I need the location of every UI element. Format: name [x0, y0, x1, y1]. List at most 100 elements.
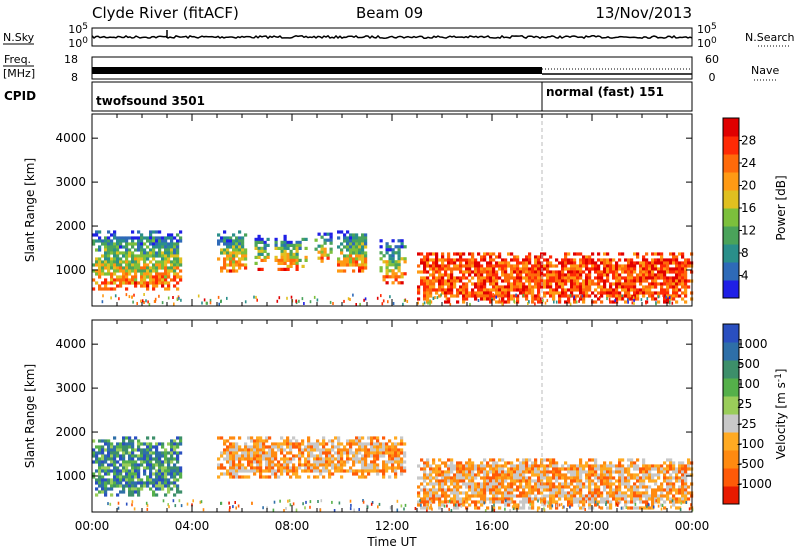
scatter-speck	[317, 500, 319, 503]
echo-cell	[630, 273, 634, 277]
echo-cell	[361, 457, 365, 461]
echo-cell	[576, 479, 580, 483]
scatter-speck	[276, 299, 279, 303]
echo-cell	[152, 466, 156, 470]
echo-cell	[161, 442, 165, 446]
echo-cell	[426, 476, 430, 480]
echo-cell	[597, 282, 601, 286]
echo-cell	[456, 288, 460, 292]
echo-cell	[352, 242, 356, 246]
echo-cell	[456, 294, 460, 298]
echo-cell	[307, 460, 311, 464]
echo-cell	[672, 276, 676, 280]
echo-cell	[432, 252, 436, 256]
echo-cell	[585, 276, 589, 280]
echo-cell	[678, 497, 682, 501]
scatter-speck	[228, 501, 230, 505]
echo-cell	[633, 288, 637, 292]
echo-cell	[313, 454, 317, 458]
echo-cell	[462, 297, 466, 301]
beam-label: Beam 09	[356, 4, 423, 22]
echo-cell	[367, 448, 371, 452]
echo-cell	[128, 439, 132, 443]
echo-cell	[483, 458, 487, 462]
echo-cell	[555, 479, 559, 483]
echo-cell	[534, 482, 538, 486]
echo-cell	[429, 279, 433, 283]
echo-cell	[624, 300, 628, 304]
echo-cell	[385, 260, 389, 264]
echo-cell	[122, 460, 126, 464]
echo-cell	[122, 260, 126, 264]
echo-cell	[310, 463, 314, 467]
scatter-speck	[353, 508, 355, 512]
echo-cell	[585, 279, 589, 283]
echo-cell	[588, 464, 592, 468]
echo-cell	[654, 494, 658, 498]
scatter-speck	[295, 299, 297, 303]
echo-cell	[543, 485, 547, 489]
echo-cell	[289, 445, 293, 449]
scatter-speck	[448, 499, 451, 503]
echo-cell	[164, 481, 168, 485]
echo-cell	[453, 491, 457, 495]
echo-cell	[621, 270, 625, 274]
echo-cell	[320, 247, 324, 251]
nsearch-label: N.Search	[745, 31, 795, 44]
echo-cell	[131, 439, 135, 443]
echo-cell	[558, 467, 562, 471]
echo-cell	[223, 257, 227, 261]
echo-cell	[588, 506, 592, 510]
echo-cell	[687, 461, 691, 465]
echo-cell	[441, 494, 445, 498]
echo-cell	[152, 463, 156, 467]
echo-cell	[564, 267, 568, 271]
echo-cell	[394, 260, 398, 264]
echo-cell	[164, 472, 168, 476]
echo-cell	[122, 281, 126, 285]
colorbar-tick-label: -25	[737, 417, 757, 431]
echo-cell	[582, 270, 586, 274]
echo-cell	[471, 500, 475, 504]
echo-cell	[426, 494, 430, 498]
echo-cell	[158, 457, 162, 461]
echo-cell	[223, 236, 227, 240]
echo-cell	[471, 461, 475, 465]
echo-cell	[92, 239, 96, 243]
echo-cell	[450, 479, 454, 483]
power-echo-region	[417, 252, 694, 304]
echo-cell	[588, 294, 592, 298]
echo-cell	[113, 463, 117, 467]
echo-cell	[483, 279, 487, 283]
echo-cell	[367, 463, 371, 467]
echo-cell	[155, 487, 159, 491]
echo-cell	[110, 257, 114, 261]
echo-cell	[262, 469, 266, 473]
echo-cell	[280, 472, 284, 476]
echo-cell	[137, 493, 141, 497]
echo-cell	[346, 239, 350, 243]
echo-cell	[549, 255, 553, 259]
echo-cell	[364, 445, 368, 449]
echo-cell	[358, 251, 362, 255]
echo-cell	[618, 297, 622, 301]
echo-cell	[639, 270, 643, 274]
echo-cell	[280, 261, 284, 265]
echo-cell	[274, 442, 278, 446]
date-label: 13/Nov/2013	[595, 4, 692, 22]
echo-cell	[606, 467, 610, 471]
echo-cell	[352, 257, 356, 261]
echo-cell	[394, 475, 398, 479]
echo-cell	[546, 485, 550, 489]
echo-cell	[570, 479, 574, 483]
echo-cell	[379, 451, 383, 455]
echo-cell	[510, 270, 514, 274]
echo-cell	[609, 467, 613, 471]
echo-cell	[453, 464, 457, 468]
echo-cell	[669, 276, 673, 280]
echo-cell	[675, 500, 679, 504]
echo-cell	[355, 451, 359, 455]
echo-cell	[546, 285, 550, 289]
scatter-speck	[547, 501, 550, 505]
echo-cell	[519, 479, 523, 483]
